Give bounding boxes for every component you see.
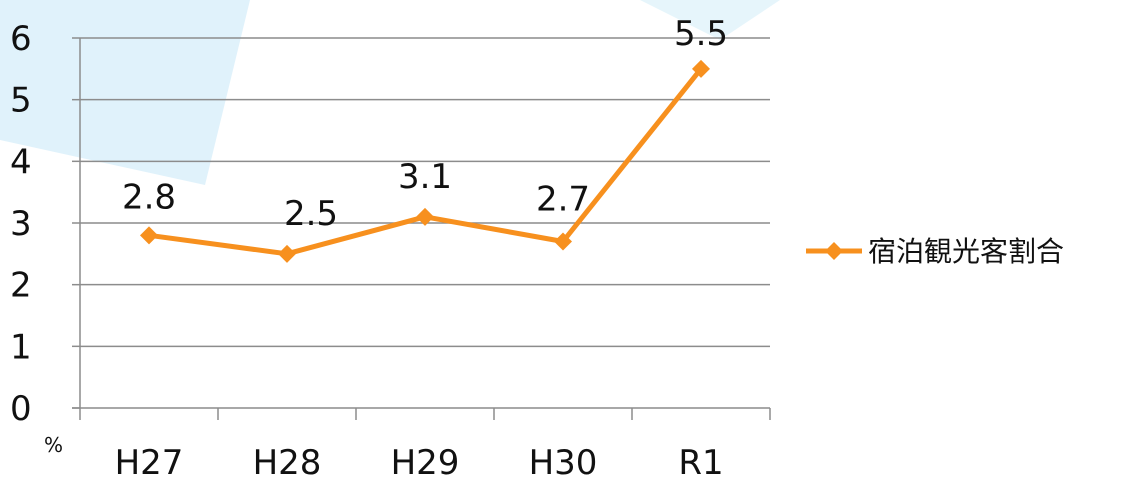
data-label: 5.5 [674,14,728,54]
x-tick-label: H27 [115,443,184,482]
x-tick-label: H29 [391,443,460,482]
data-labels: 2.8 2.5 3.1 2.7 5.5 [122,14,728,234]
legend-label: 宿泊観光客割合 [868,235,1064,268]
decor-shape [640,0,780,40]
decor-shape [0,0,250,185]
gridlines [72,37,770,409]
data-label: 3.1 [398,157,452,197]
y-unit-label: % [44,433,63,457]
background-decoration [0,0,780,185]
x-tick-label: H28 [253,443,322,482]
data-label: 2.5 [284,194,338,234]
data-label: 2.7 [536,180,590,220]
data-point [416,207,434,226]
y-tick-label: 6 [10,19,32,59]
data-point [554,232,572,251]
y-tick-label: 1 [10,327,32,367]
y-tick-label: 0 [10,389,32,429]
data-label: 2.8 [122,177,176,217]
data-point [692,59,710,78]
data-points [140,59,710,263]
x-tick-label: R1 [678,443,723,482]
y-tick-label: 2 [10,266,32,306]
y-tick-labels: 0 1 2 3 4 5 6 [10,19,32,429]
y-tick-label: 3 [10,204,32,244]
data-point [278,244,296,263]
axes [72,38,771,420]
y-tick-label: 4 [10,142,32,182]
x-tick-label: H30 [529,443,598,482]
y-tick-label: 5 [10,81,32,121]
data-point [140,226,158,245]
legend-diamond-icon [825,242,843,260]
x-tick-labels: H27 H28 H29 H30 R1 [115,443,724,482]
legend: 宿泊観光客割合 [806,235,1064,268]
